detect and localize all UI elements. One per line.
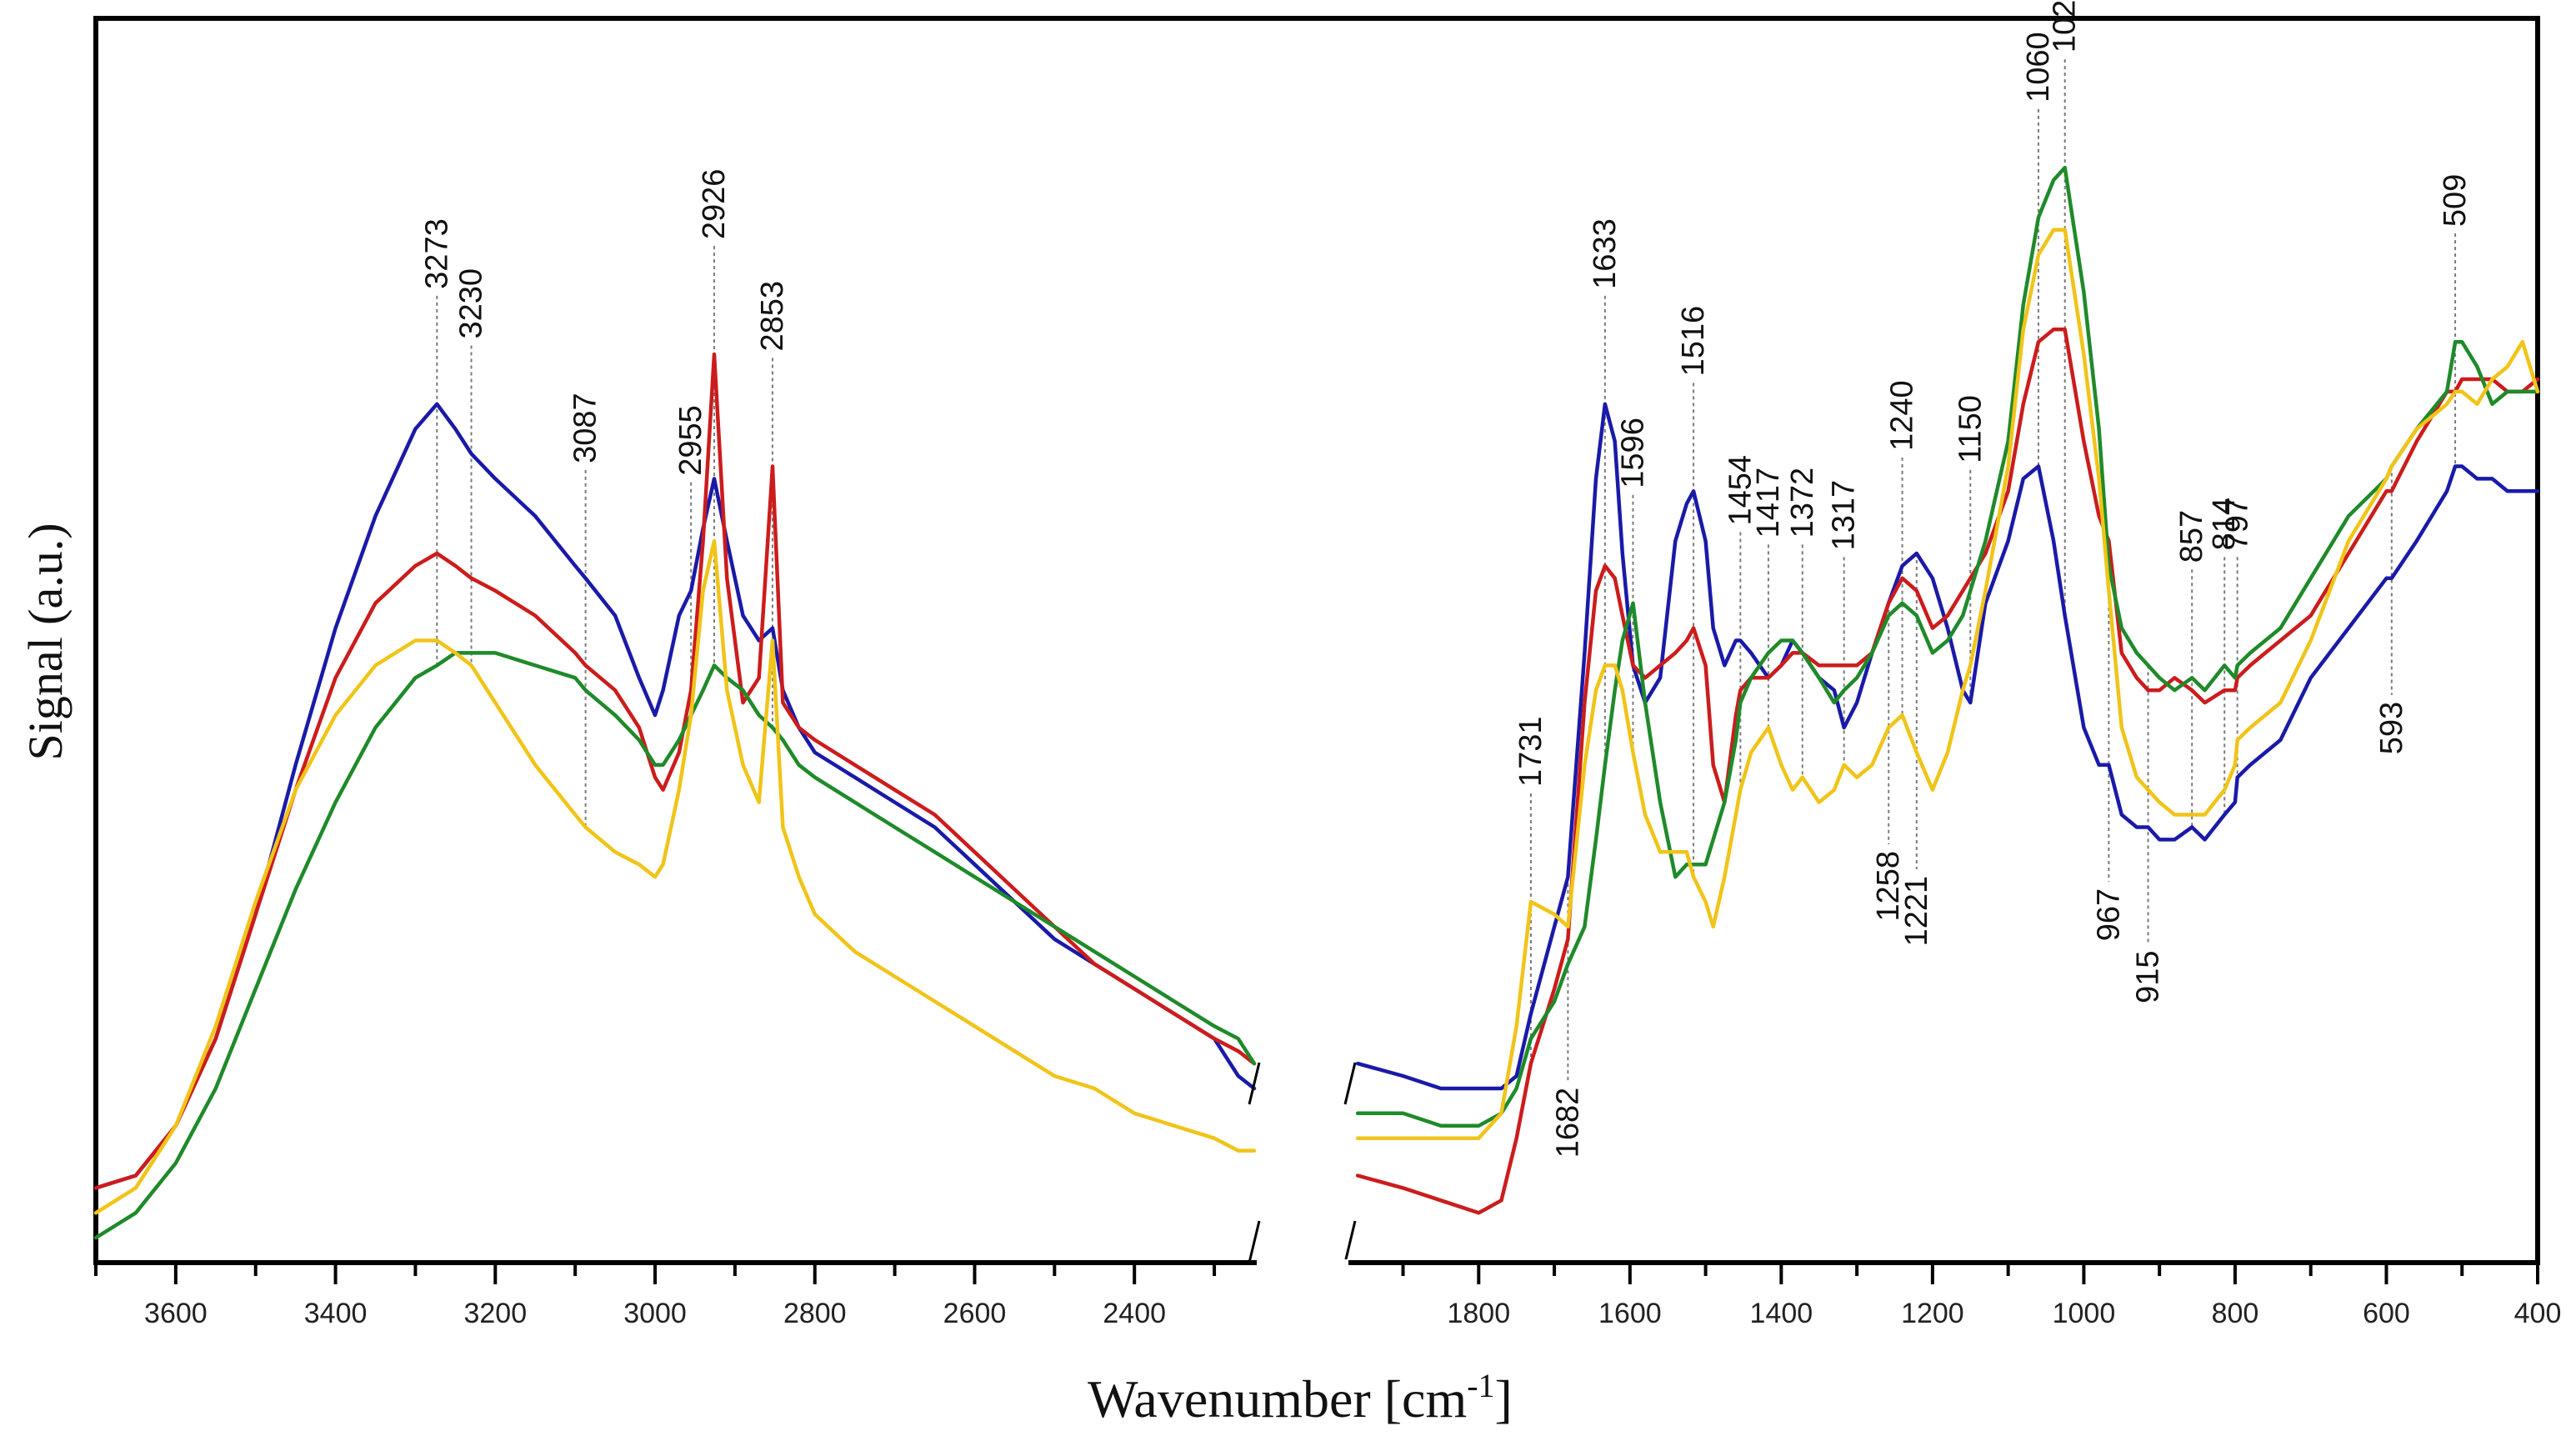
series-line-blue bbox=[1355, 402, 2540, 1091]
peak-label: 2926 bbox=[697, 169, 732, 240]
x-tick-label: 800 bbox=[2212, 1298, 2259, 1329]
peak-label: 1372 bbox=[1785, 468, 1820, 538]
x-tick-label: 2400 bbox=[1103, 1298, 1166, 1329]
peak-label: 1258 bbox=[1871, 851, 1906, 922]
x-tick-label: 3000 bbox=[623, 1298, 687, 1329]
peak-label: 915 bbox=[2131, 950, 2166, 1003]
peak-label: 1025 bbox=[2048, 0, 2083, 53]
spectra-series bbox=[93, 165, 2540, 1240]
x-axis-label-main: Wavenumber [cm bbox=[1088, 1369, 1467, 1428]
x-tick-label: 2800 bbox=[783, 1298, 847, 1329]
peak-label: 1454 bbox=[1723, 455, 1758, 526]
axis-break-mark bbox=[1343, 1062, 1357, 1105]
axis-break bbox=[1248, 1062, 1357, 1268]
peak-label: 1596 bbox=[1615, 418, 1650, 488]
peak-label: 3273 bbox=[419, 218, 454, 289]
y-axis-label: Signal (a.u.) bbox=[18, 523, 73, 760]
peak-label: 1240 bbox=[1885, 380, 1920, 451]
x-tick-label: 600 bbox=[2363, 1298, 2410, 1329]
axis-break-mark bbox=[1343, 1220, 1357, 1263]
peak-label: 1150 bbox=[1953, 395, 1988, 463]
x-axis-label-close: ] bbox=[1495, 1369, 1513, 1428]
x-tick-label: 3600 bbox=[144, 1298, 208, 1329]
x-tick-label: 1200 bbox=[1901, 1298, 1964, 1329]
peak-label: 3230 bbox=[454, 268, 489, 339]
peak-label: 2955 bbox=[673, 405, 708, 476]
peak-label: 967 bbox=[2091, 888, 2126, 941]
x-tick-label: 3200 bbox=[463, 1298, 527, 1329]
peak-label: 1633 bbox=[1588, 218, 1623, 289]
peak-label: 1731 bbox=[1513, 716, 1548, 787]
peak-label: 1317 bbox=[1827, 480, 1862, 551]
x-tick-label: 1000 bbox=[2053, 1298, 2116, 1329]
axis-break-mark bbox=[1248, 1062, 1261, 1105]
series-line-blue bbox=[93, 402, 1257, 1190]
peak-label: 509 bbox=[2438, 174, 2473, 227]
x-tick-label: 3400 bbox=[304, 1298, 368, 1329]
peak-label: 3087 bbox=[568, 393, 603, 463]
series-line-yellow bbox=[93, 538, 1257, 1215]
plot-frame bbox=[93, 16, 2540, 1265]
axis-break-gap bbox=[1257, 1259, 1348, 1268]
x-tick-label: 400 bbox=[2514, 1298, 2562, 1329]
peak-label: 1060 bbox=[2021, 32, 2056, 103]
peak-label: 797 bbox=[2220, 498, 2255, 550]
x-axis-ticks: 3600 3400 3200 3000 2800 2600 2400 1800 1600 1400… bbox=[94, 1263, 2562, 1329]
peak-label: 1417 bbox=[1751, 468, 1786, 538]
peak-label: 593 bbox=[2374, 702, 2409, 754]
peak-label: 814 bbox=[2207, 498, 2242, 550]
peak-guides bbox=[436, 59, 2457, 1081]
series-line-green bbox=[1355, 165, 2540, 1128]
x-tick-label: 1800 bbox=[1447, 1298, 1510, 1329]
series-line-yellow bbox=[1355, 228, 2540, 1140]
series-line-red bbox=[93, 352, 1257, 1190]
peak-label: 1221 bbox=[1899, 876, 1934, 947]
peak-label: 857 bbox=[2174, 510, 2209, 563]
series-line-red bbox=[1355, 328, 2540, 1215]
axis-break-mark bbox=[1248, 1220, 1261, 1263]
x-tick-label: 1600 bbox=[1598, 1298, 1662, 1329]
peak-label: 2853 bbox=[755, 281, 790, 352]
peak-label: 1516 bbox=[1676, 306, 1711, 377]
x-axis-label-superscript: -1 bbox=[1467, 1367, 1494, 1404]
x-tick-label: 2600 bbox=[943, 1298, 1007, 1329]
x-tick-label: 1400 bbox=[1750, 1298, 1813, 1329]
x-axis-label: Wavenumber [cm-1] bbox=[1088, 1367, 1513, 1428]
series-line-green bbox=[93, 651, 1257, 1240]
peak-label: 1682 bbox=[1550, 1088, 1585, 1158]
